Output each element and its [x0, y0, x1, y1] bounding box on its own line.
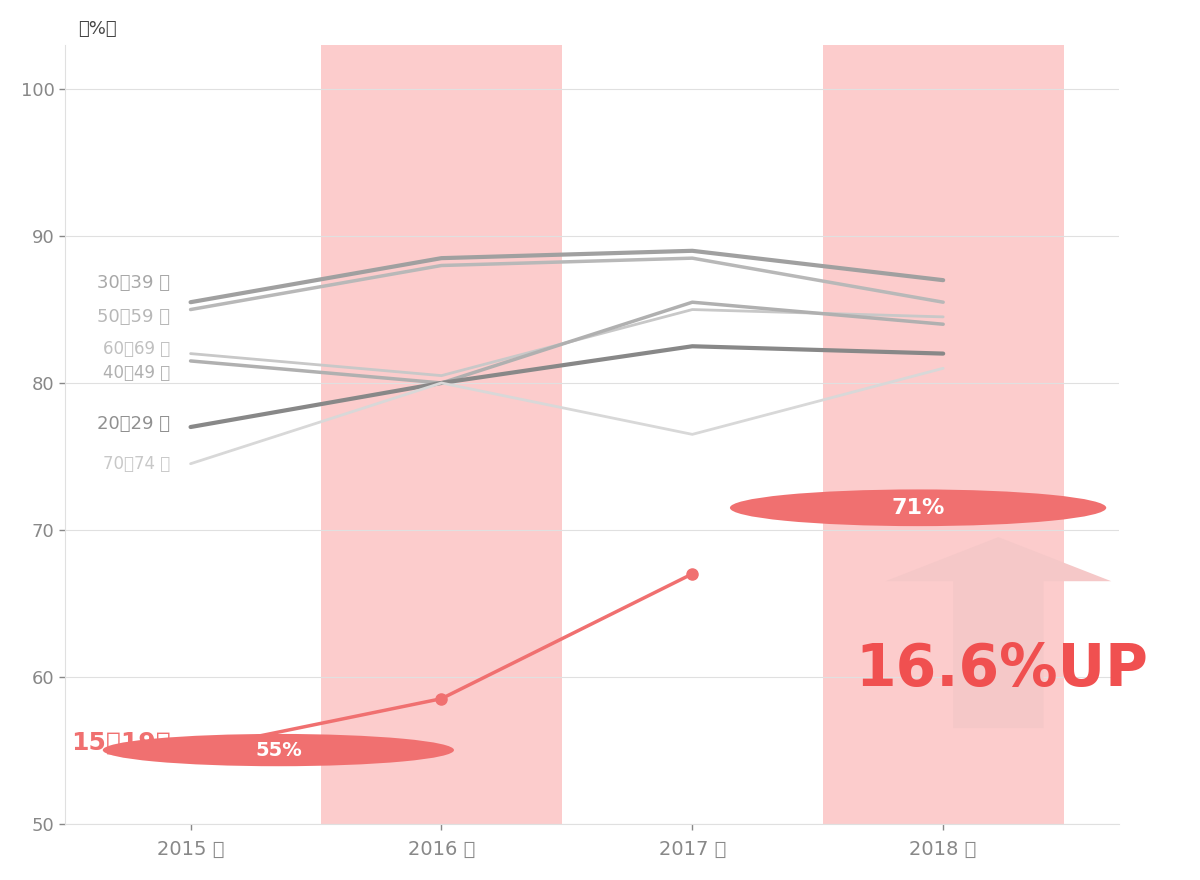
Ellipse shape [730, 489, 1106, 526]
Text: 71%: 71% [892, 498, 944, 517]
Text: 40〜49 歳: 40〜49 歳 [103, 363, 170, 382]
Text: 55%: 55% [254, 741, 301, 759]
Text: 16.6%UP: 16.6%UP [856, 641, 1148, 698]
Ellipse shape [103, 734, 454, 766]
Bar [823, 45, 1063, 824]
Bar [322, 45, 562, 824]
Text: 15〜19歳: 15〜19歳 [71, 730, 170, 755]
Text: 30〜39 歳: 30〜39 歳 [97, 274, 170, 292]
Text: 50〜59 歳: 50〜59 歳 [97, 308, 170, 326]
Polygon shape [886, 537, 1111, 728]
Text: 60〜69 歳: 60〜69 歳 [103, 341, 170, 358]
Text: 20〜29 歳: 20〜29 歳 [97, 415, 170, 433]
Text: 70〜74 歳: 70〜74 歳 [103, 455, 170, 473]
Text: （%）: （%） [78, 20, 116, 38]
